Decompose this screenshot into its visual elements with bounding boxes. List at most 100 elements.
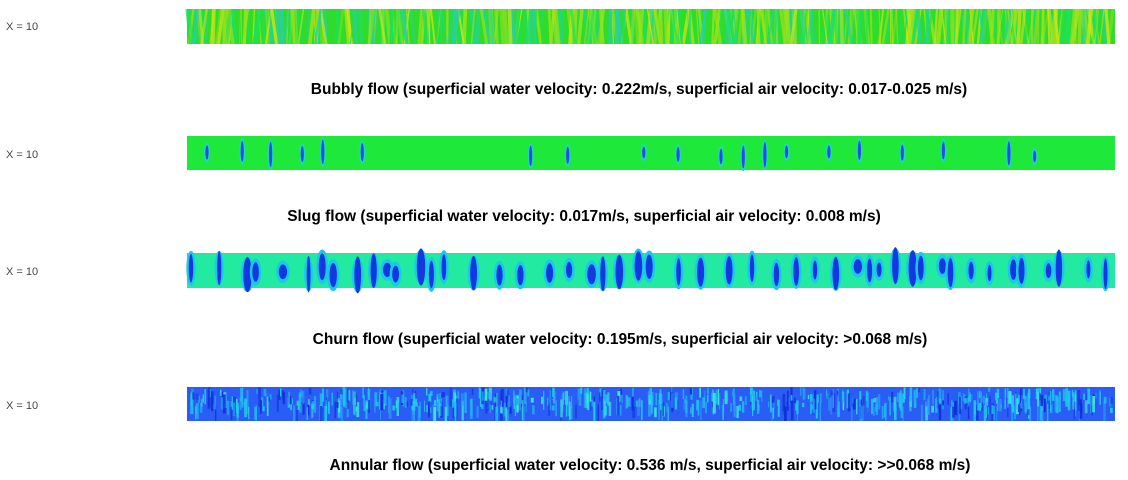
strip-blob [307, 256, 311, 293]
strip-streak [1044, 399, 1046, 412]
strip-streak [1072, 400, 1074, 406]
panel-caption: Annular flow (superficial water velocity… [330, 457, 971, 474]
strip-blob [918, 256, 924, 281]
strip-streak [985, 398, 988, 406]
strip-streak [939, 388, 942, 402]
strip-streak [927, 399, 928, 415]
strip-streak [1099, 390, 1101, 405]
strip-streak [889, 397, 891, 416]
strip-streak [750, 388, 753, 402]
strip-streak [495, 407, 498, 421]
strip-streak [705, 402, 707, 414]
strip-streak [977, 391, 979, 411]
strip-bubble [301, 146, 304, 162]
strip-streak [842, 390, 843, 400]
strip-streak [937, 391, 938, 408]
strip-blob [813, 261, 817, 280]
strip-streak [383, 404, 385, 410]
strip-streak [522, 400, 523, 420]
strip-blob [252, 262, 259, 282]
strip-streak [936, 397, 937, 408]
strip-streak [571, 396, 572, 408]
strip-blob [1056, 249, 1062, 286]
strip-streak [921, 405, 923, 421]
strip-streak [461, 394, 464, 407]
strip-streak [424, 401, 425, 412]
strip-streak [655, 393, 657, 406]
strip-streak [569, 402, 571, 421]
strip-streak [959, 397, 961, 414]
strip-streak [965, 398, 968, 403]
strip-streak [740, 397, 743, 402]
strip-streak [541, 397, 543, 404]
strip-streak [736, 406, 739, 418]
strip-streak [772, 400, 774, 408]
strip-streak [309, 388, 312, 395]
strip-streak [263, 406, 265, 411]
strip-streak [900, 390, 902, 410]
strip-bubble [1033, 151, 1036, 163]
strip-streak [455, 403, 457, 421]
strip-streak [942, 390, 944, 409]
strip-streak [662, 402, 664, 416]
strip-streak [434, 400, 436, 406]
strip-streak [891, 392, 893, 403]
strip-blob [392, 266, 399, 283]
strip-streak [989, 396, 990, 413]
strip-streak [303, 403, 305, 415]
strip-blob [793, 257, 799, 286]
strip-streak [745, 396, 747, 405]
strip-bubble [642, 147, 645, 158]
strip-streak [363, 388, 364, 394]
strip-bubble [361, 143, 364, 161]
strip-streak [859, 391, 861, 400]
strip-streak [873, 407, 875, 416]
strip-streak [513, 390, 515, 403]
strip-blob [1046, 263, 1052, 278]
strip-streak [380, 394, 383, 410]
strip-streak [1011, 395, 1014, 412]
strip-streak [632, 388, 634, 398]
panel-caption: Slug flow (superficial water velocity: 0… [287, 208, 881, 225]
strip-streak [685, 396, 687, 414]
strip-streak [848, 393, 851, 411]
strip-blob [774, 263, 779, 287]
strip-streak [366, 402, 368, 409]
strip-streak [426, 405, 427, 412]
strip-streak [620, 389, 622, 395]
strip-streak [264, 389, 267, 396]
strip-streak [808, 395, 809, 399]
strip-streak [791, 401, 794, 421]
strip-streak [368, 400, 370, 413]
strip-streak [866, 392, 869, 407]
strip-bubble [742, 146, 745, 169]
strip-streak [590, 403, 592, 411]
strip-streak [1000, 404, 1002, 408]
strip-streak [519, 397, 521, 411]
strip-streak [755, 396, 758, 401]
strip-streak [856, 399, 857, 414]
strip-streak [282, 390, 284, 399]
strip-streak [289, 392, 290, 408]
strip-streak [772, 406, 773, 421]
strip-streak [683, 390, 685, 400]
strip-blob [1086, 260, 1090, 278]
strip-streak [1092, 396, 1095, 412]
strip-streak [560, 399, 563, 417]
strip-streak [240, 398, 242, 411]
strip-blob [616, 255, 624, 289]
strip-streak [578, 388, 579, 400]
strip-streak [988, 387, 990, 391]
strip-streak [244, 399, 247, 418]
strip-streak [266, 393, 267, 408]
strip-streak [909, 401, 911, 411]
strip-streak [810, 394, 813, 402]
strip-streak [532, 405, 534, 414]
strip-streak [203, 395, 204, 403]
strip-streak [430, 391, 432, 396]
strip-streak [1087, 389, 1090, 405]
strip-streak [702, 397, 705, 408]
strip-streak [875, 404, 877, 411]
flow-strip [187, 387, 1115, 421]
strip-streak [440, 9, 443, 44]
